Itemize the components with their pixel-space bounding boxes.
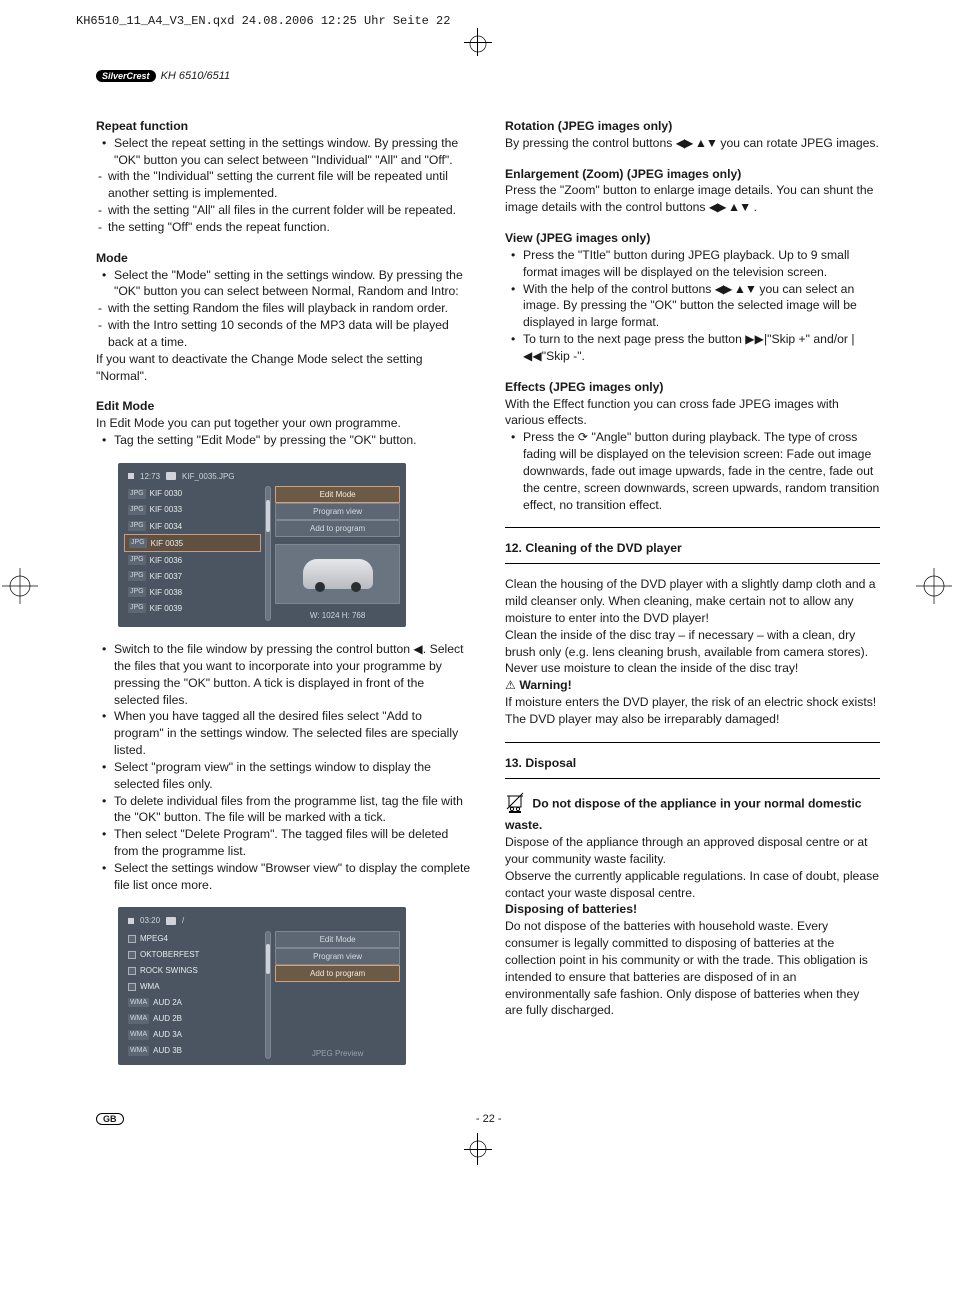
- ss-file-row: JPGKIF 0030: [124, 486, 261, 502]
- heading-effects: Effects (JPEG images only): [505, 379, 880, 396]
- ss-file-row: WMAAUD 3A: [124, 1027, 261, 1043]
- ss-time: 03:20: [140, 915, 160, 926]
- page-footer: GB - 22 -: [0, 1089, 954, 1133]
- body-text: with the "Individual" setting the curren…: [96, 168, 471, 202]
- list-item: Switch to the file window by pressing th…: [96, 641, 471, 708]
- body-text: If moisture enters the DVD player, the r…: [505, 694, 880, 728]
- heading-zoom: Enlargement (Zoom) (JPEG images only): [505, 166, 880, 183]
- body-text: Do not dispose of the batteries with hou…: [505, 918, 880, 1019]
- stop-icon: [128, 918, 134, 924]
- section-divider: [505, 563, 880, 564]
- body-text: Observe the currently applicable regulat…: [505, 868, 880, 902]
- heading-edit-mode: Edit Mode: [96, 398, 471, 415]
- ss-menu-button: Add to program: [275, 520, 400, 537]
- screenshot-file-browser-jpg: 12:73 KIF_0035.JPG JPGKIF 0030JPGKIF 003…: [118, 463, 406, 627]
- ss-file-row: JPGKIF 0038: [124, 584, 261, 600]
- section-divider: [505, 742, 880, 743]
- ss-menu-button: Add to program: [275, 965, 400, 982]
- page-number: - 22 -: [476, 1113, 502, 1125]
- ss-file-row: JPGKIF 0037: [124, 568, 261, 584]
- arrow-buttons-icon: ◀▶ ▲▼: [715, 282, 756, 296]
- body-text: In Edit Mode you can put together your o…: [96, 415, 471, 432]
- section-divider: [505, 527, 880, 528]
- list-item: Select the repeat setting in the setting…: [96, 135, 471, 169]
- image-dimensions: W: 1024 H: 768: [275, 607, 400, 621]
- arrow-buttons-icon: ◀▶ ▲▼: [676, 136, 717, 150]
- body-text: Clean the inside of the disc tray – if n…: [505, 627, 880, 677]
- scrollbar: [265, 486, 271, 621]
- ss-file-row: MPEG4: [124, 931, 261, 947]
- heading-rotation: Rotation (JPEG images only): [505, 118, 880, 135]
- arrow-buttons-icon: ◀▶ ▲▼: [709, 200, 750, 214]
- body-text: Clean the housing of the DVD player with…: [505, 576, 880, 626]
- ss-file-row: OKTOBERFEST: [124, 947, 261, 963]
- list-item: Tag the setting "Edit Mode" by pressing …: [96, 432, 471, 449]
- ss-menu-button: Edit Mode: [275, 486, 400, 503]
- scrollbar: [265, 931, 271, 1059]
- brand-badge: SilverCrest: [96, 70, 156, 82]
- ss-file-row: JPGKIF 0035: [124, 534, 261, 552]
- body-text: Dispose of the appliance through an appr…: [505, 834, 880, 868]
- ss-menu-button: Edit Mode: [275, 931, 400, 948]
- ss-filename: KIF_0035.JPG: [182, 471, 234, 482]
- registration-mark-bottom: [0, 1133, 954, 1173]
- subheading: Disposing of batteries!: [505, 901, 880, 918]
- ss-file-row: JPGKIF 0036: [124, 552, 261, 568]
- folder-icon: [166, 472, 176, 480]
- ss-file-row: ROCK SWINGS: [124, 963, 261, 979]
- list-item: Select the "Mode" setting in the setting…: [96, 267, 471, 301]
- heading-mode: Mode: [96, 250, 471, 267]
- body-text: With the Effect function you can cross f…: [505, 396, 880, 430]
- stop-icon: [128, 473, 134, 479]
- body-text: By pressing the control buttons ◀▶ ▲▼ yo…: [505, 135, 880, 152]
- body-text: Press the "Zoom" button to enlarge image…: [505, 182, 880, 216]
- list-item: Then select "Delete Program". The tagged…: [96, 826, 471, 860]
- folder-icon: [166, 917, 176, 925]
- weee-icon: [505, 791, 525, 818]
- list-item: Select the settings window "Browser view…: [96, 860, 471, 894]
- language-badge: GB: [96, 1113, 124, 1125]
- body-text: the setting "Off" ends the repeat functi…: [96, 219, 471, 236]
- ss-path: /: [182, 915, 184, 926]
- ss-time: 12:73: [140, 471, 160, 482]
- ss-file-row: JPGKIF 0033: [124, 502, 261, 518]
- preview-label: JPEG Preview: [275, 1045, 400, 1059]
- list-item: Press the "TItle" button during JPEG pla…: [505, 247, 880, 281]
- body-text: If you want to deactivate the Change Mod…: [96, 351, 471, 385]
- list-item: To turn to the next page press the butto…: [505, 331, 880, 365]
- ss-menu-button: Program view: [275, 948, 400, 965]
- registration-mark-right: [914, 566, 954, 606]
- list-item: Press the ⟳ "Angle" button during playba…: [505, 429, 880, 513]
- body-text: with the setting "All" all files in the …: [96, 202, 471, 219]
- screenshot-file-browser-audio: 03:20 / MPEG4OKTOBERFESTROCK SWINGSWMAWM…: [118, 907, 406, 1064]
- body-text: with the setting Random the files will p…: [96, 300, 471, 317]
- heading-repeat: Repeat function: [96, 118, 471, 135]
- ss-file-row: WMA: [124, 979, 261, 995]
- warning-heading: ⚠ Warning!: [505, 677, 880, 694]
- ss-file-row: JPGKIF 0034: [124, 518, 261, 534]
- left-column: Repeat function Select the repeat settin…: [96, 118, 471, 1079]
- weee-notice: Do not dispose of the appliance in your …: [505, 791, 880, 835]
- warning-icon: ⚠: [505, 678, 516, 692]
- heading-cleaning: 12. Cleaning of the DVD player: [505, 540, 880, 557]
- ss-file-row: WMAAUD 2A: [124, 995, 261, 1011]
- ss-file-row: JPGKIF 0039: [124, 600, 261, 616]
- body-text: with the Intro setting 10 seconds of the…: [96, 317, 471, 351]
- ss-menu-button: Program view: [275, 503, 400, 520]
- list-item: Select "program view" in the settings wi…: [96, 759, 471, 793]
- list-item: When you have tagged all the desired fil…: [96, 708, 471, 758]
- ss-file-row: WMAAUD 3B: [124, 1043, 261, 1059]
- heading-disposal: 13. Disposal: [505, 755, 880, 772]
- ss-file-row: WMAAUD 2B: [124, 1011, 261, 1027]
- registration-mark-top: [0, 32, 954, 60]
- jpeg-preview-thumb: [275, 544, 400, 604]
- section-divider: [505, 778, 880, 779]
- model-number: KH 6510/6511: [161, 70, 231, 82]
- brand-line: SilverCrest KH 6510/6511: [0, 60, 954, 82]
- heading-view: View (JPEG images only): [505, 230, 880, 247]
- list-item: With the help of the control buttons ◀▶ …: [505, 281, 880, 331]
- right-column: Rotation (JPEG images only) By pressing …: [505, 118, 880, 1079]
- list-item: To delete individual files from the prog…: [96, 793, 471, 827]
- registration-mark-left: [0, 566, 40, 606]
